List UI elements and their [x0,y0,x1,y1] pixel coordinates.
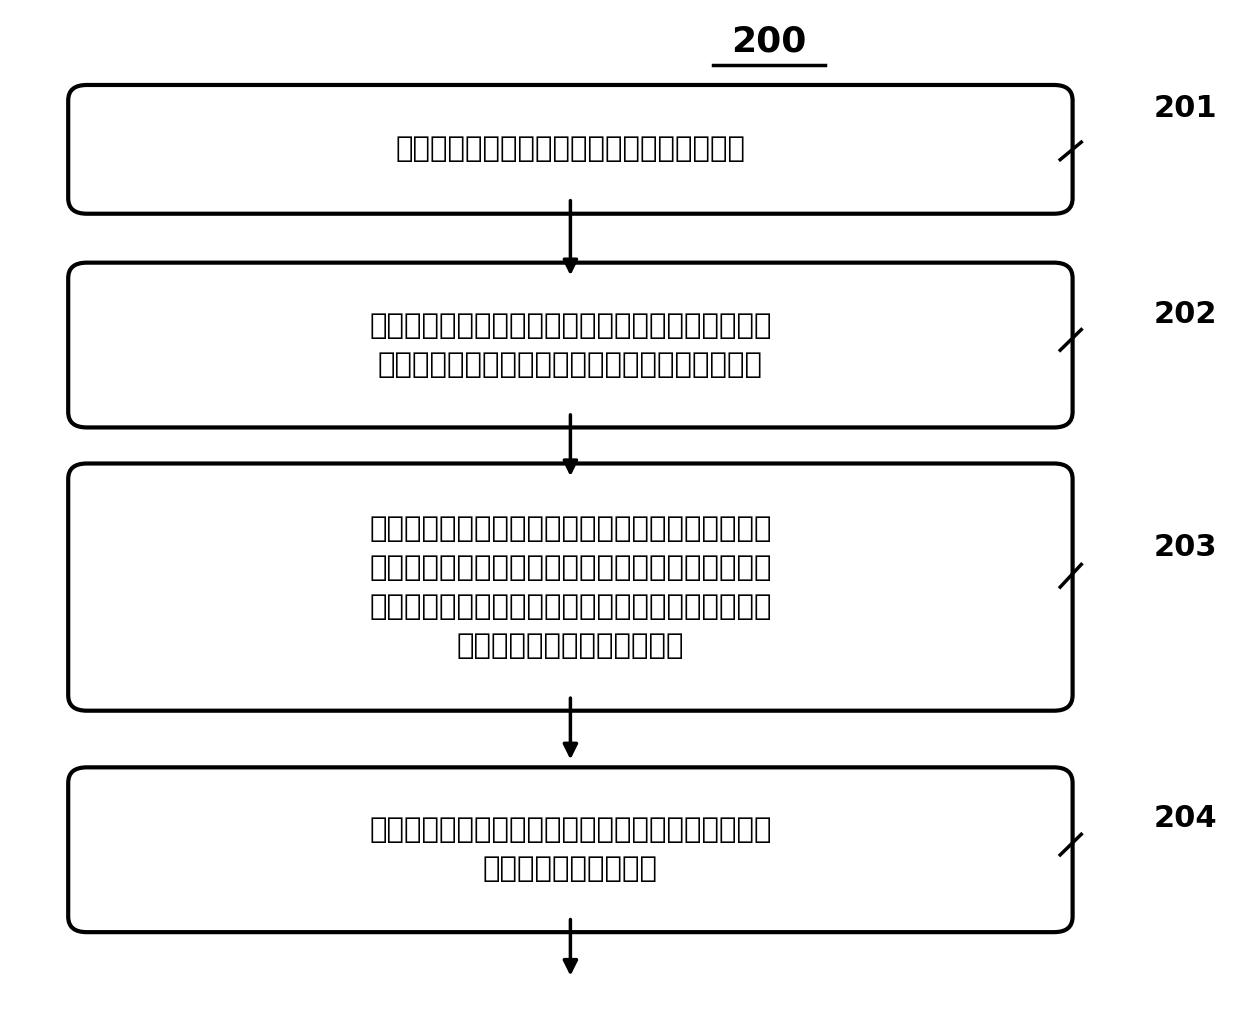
Text: 202: 202 [1153,300,1216,329]
Text: 将疑似缺陷图像输入预先训练的神经网络模型进行检
测，得到第二检测结果: 将疑似缺陷图像输入预先训练的神经网络模型进行检 测，得到第二检测结果 [370,816,771,884]
Text: 203: 203 [1153,534,1216,562]
Text: 对于在多个拍摄条件拍摄的图像中的各个图像，基于
目标检测模型输出的针对该图像的第一检测结果，判
断该图像呈现的目标物品是否有缺陷，若判断有缺陷
，将该图像作为疑: 对于在多个拍摄条件拍摄的图像中的各个图像，基于 目标检测模型输出的针对该图像的第… [370,515,771,659]
Text: 204: 204 [1153,804,1216,833]
FancyBboxPatch shape [68,767,1073,932]
Text: 201: 201 [1153,94,1216,123]
Text: 将在多个拍摄条件拍摄的图像，分别输入目标检测模
型，得到从目标检测模型输出的多个第一检测结果: 将在多个拍摄条件拍摄的图像，分别输入目标检测模 型，得到从目标检测模型输出的多个… [370,311,771,379]
FancyBboxPatch shape [68,464,1073,711]
FancyBboxPatch shape [68,263,1073,427]
Text: 获取对目标物品在多个拍摄条件下拍摄的图像: 获取对目标物品在多个拍摄条件下拍摄的图像 [396,135,745,164]
FancyBboxPatch shape [68,85,1073,214]
Text: 200: 200 [732,24,806,59]
